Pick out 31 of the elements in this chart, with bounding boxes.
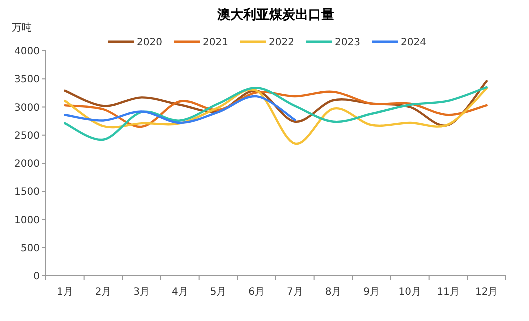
x-tick-label: 1月 [56, 287, 74, 298]
x-tick-label: 5月 [210, 287, 227, 298]
x-tick-label: 4月 [172, 287, 188, 298]
y-tick-label: 3500 [14, 74, 40, 86]
legend-label: 2020 [137, 38, 162, 48]
legend-label: 2021 [203, 38, 228, 48]
chart-title: 澳大利亚煤炭出口量 [216, 7, 334, 23]
line-series [64, 95, 296, 124]
y-tick-label: 1500 [14, 187, 40, 198]
y-tick-label: 2500 [14, 130, 40, 142]
y-tick-label: 3000 [14, 102, 40, 114]
x-tick-label: 12月 [475, 287, 498, 298]
x-tick-label: 3月 [134, 287, 150, 298]
y-tick-label: 4000 [14, 46, 40, 58]
x-tick-label: 11月 [437, 287, 460, 298]
y-tick-label: 2000 [14, 159, 40, 170]
x-tick-label: 2月 [95, 287, 112, 298]
y-axis-title: 万吨 [12, 22, 32, 34]
line-series [64, 80, 488, 127]
x-tick-label: 8月 [325, 287, 342, 298]
x-tick-label: 7月 [286, 287, 304, 298]
x-tick-label: 9月 [364, 287, 380, 298]
y-tick-label: 500 [20, 243, 40, 254]
legend-label: 2023 [335, 38, 360, 48]
y-tick-label: 1000 [14, 215, 40, 226]
legend-label: 2024 [401, 38, 426, 48]
y-tick-label: 0 [34, 272, 40, 282]
line-series [64, 90, 488, 128]
legend-label: 2022 [269, 38, 294, 48]
x-tick-label: 10月 [398, 287, 422, 298]
x-tick-label: 6月 [248, 287, 266, 298]
